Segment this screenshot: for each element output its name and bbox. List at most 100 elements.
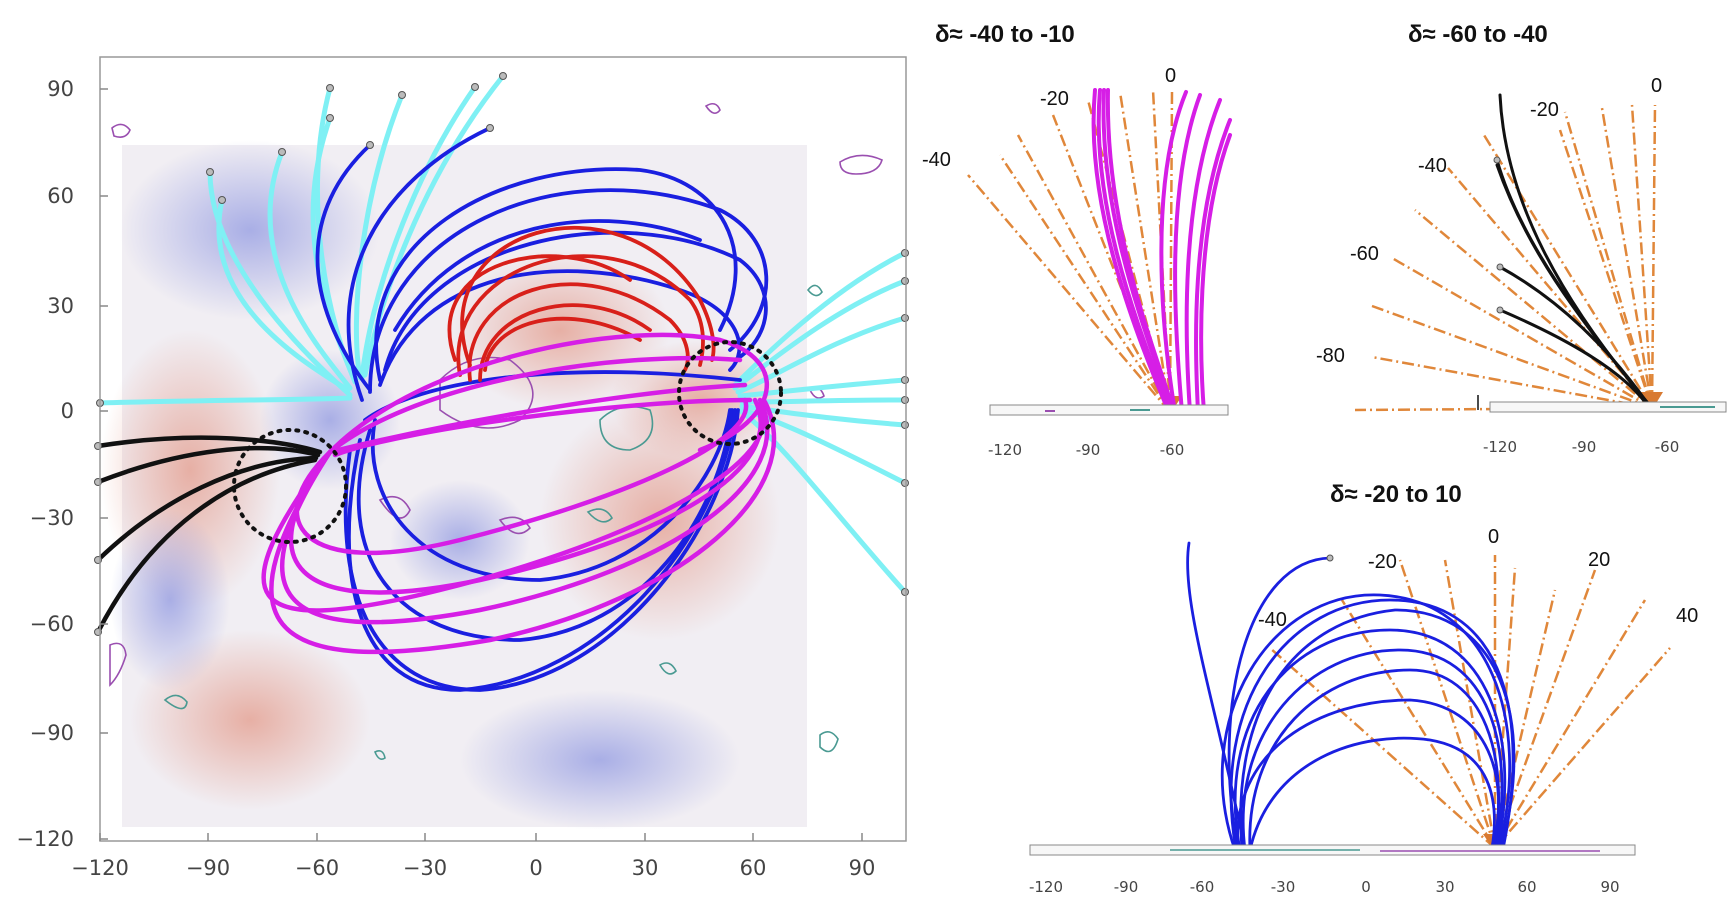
cyan-field-line [737,377,908,399]
x-tick-label: -90 [1572,438,1597,456]
red-field-line [467,282,690,382]
y-tick-label: −120 [16,827,74,851]
magenta-field-line [261,401,767,613]
magenta-field-line [269,399,777,655]
black-field-line [95,435,323,455]
blue-field-line [383,230,768,372]
magenta-field-line [1194,118,1232,414]
contour-teal [163,694,188,710]
blue-field-line [1186,541,1247,852]
magenta-field-line [1091,88,1170,412]
main-panel: −120 −90 −60 −30 0 30 60 90 90 60 30 0 −… [16,56,909,880]
magenta-field-lines [261,332,777,655]
blue-field-line [1239,608,1516,852]
main-ticks [99,88,863,841]
cyan-field-line [735,315,908,395]
red-field-line [478,303,652,382]
x-tick-label: -60 [1160,441,1185,459]
main-x-tick-labels: −120 −90 −60 −30 0 30 60 90 [71,856,875,880]
black-field-line [1498,308,1647,404]
y-tick-label: 0 [61,399,74,423]
angle-label: -20 [1040,88,1069,110]
magenta-field-line [332,397,753,458]
contour-teal [806,284,823,297]
inset-a-strip [989,404,1229,416]
x-tick-label: 90 [849,856,876,880]
inset-c-title: δ≈ -20 to 10 [1330,481,1462,508]
cyan-field-line [732,278,908,391]
magenta-field-line [1184,98,1222,414]
inset-a-title: δ≈ -40 to -10 [935,21,1075,48]
blue-field-line [343,408,740,692]
angle-label: -40 [922,149,951,171]
blue-field-line [1248,668,1500,852]
red-field-line [447,254,632,362]
blue-line-footpoints [366,124,494,149]
y-tick-label: 90 [47,77,74,101]
x-tick-label: 90 [1600,878,1619,896]
x-tick-label: 60 [1517,878,1536,896]
inset-b-x-ticks: -120 -90 -60 [1483,438,1679,456]
inset-a-guide-lines [967,89,1174,413]
main-y-tick-labels: 90 60 30 0 −30 −60 −90 −120 [16,77,74,851]
magenta-field-line [1096,88,1172,414]
contour-teal [819,731,839,753]
black-line-footpoints [94,442,102,636]
inset-c: δ≈ -20 to 10 [1029,481,1698,896]
inset-c-x-ticks: -120 -90 -60 -30 0 30 60 90 [1029,878,1620,896]
x-tick-label: -120 [988,441,1022,459]
contour-teal [658,662,677,675]
inset-a: δ≈ -40 to -10 -40 -2 [922,21,1232,459]
black-field-line [95,457,318,635]
blue-field-line [370,408,732,582]
blue-field-lines [315,126,769,692]
angle-label: -80 [1316,345,1345,367]
magenta-field-line [1159,90,1188,414]
blue-field-line [374,167,738,382]
x-tick-label: -90 [1076,441,1101,459]
inset-a-x-ticks: -120 -90 -60 [988,441,1184,459]
black-field-line [1495,163,1650,406]
blue-field-line [315,143,372,392]
x-tick-label: 30 [1435,878,1454,896]
contour-purple [109,642,127,687]
x-tick-label: -90 [1114,878,1139,896]
blue-field-line [1241,648,1504,852]
inset-b-apex-marker [1641,392,1663,410]
contour-purple [839,154,883,175]
magenta-field-line [1199,133,1232,414]
inset-c-footpoint [1326,554,1334,562]
angle-label: 20 [1588,549,1610,571]
angle-label: -20 [1368,551,1397,573]
inset-c-guide-lines [1269,555,1671,849]
red-field-line [460,225,716,367]
footpoint-region-right [677,340,783,446]
angle-label: -60 [1350,243,1379,265]
y-tick-label: 30 [47,294,74,318]
inset-b-title: δ≈ -60 to -40 [1408,21,1548,48]
contour-purple [378,495,411,519]
angle-label: -40 [1258,609,1287,631]
inset-b: δ≈ -60 to -40 [1316,21,1727,456]
x-tick-label: −30 [403,856,447,880]
x-tick-label: -120 [1483,438,1517,456]
inset-b-strip [1489,401,1727,413]
black-field-line [1498,265,1650,406]
red-field-lines [447,225,716,382]
x-tick-label: -30 [1271,878,1296,896]
footpoint-region-left [232,428,348,544]
black-field-line [95,455,319,563]
blue-field-line [356,408,734,642]
inset-b-footpoints [1493,156,1504,314]
x-tick-label: -120 [1029,878,1063,896]
inset-c-field-lines [1186,541,1516,852]
x-tick-label: -60 [1190,878,1215,896]
x-tick-label: 0 [1361,878,1371,896]
inset-a-field-lines [1091,88,1232,414]
black-field-lines [95,435,323,635]
blue-field-line [1233,628,1507,852]
angle-label: 0 [1651,75,1662,97]
blue-field-line [1220,593,1511,852]
contour-purple [111,123,131,138]
